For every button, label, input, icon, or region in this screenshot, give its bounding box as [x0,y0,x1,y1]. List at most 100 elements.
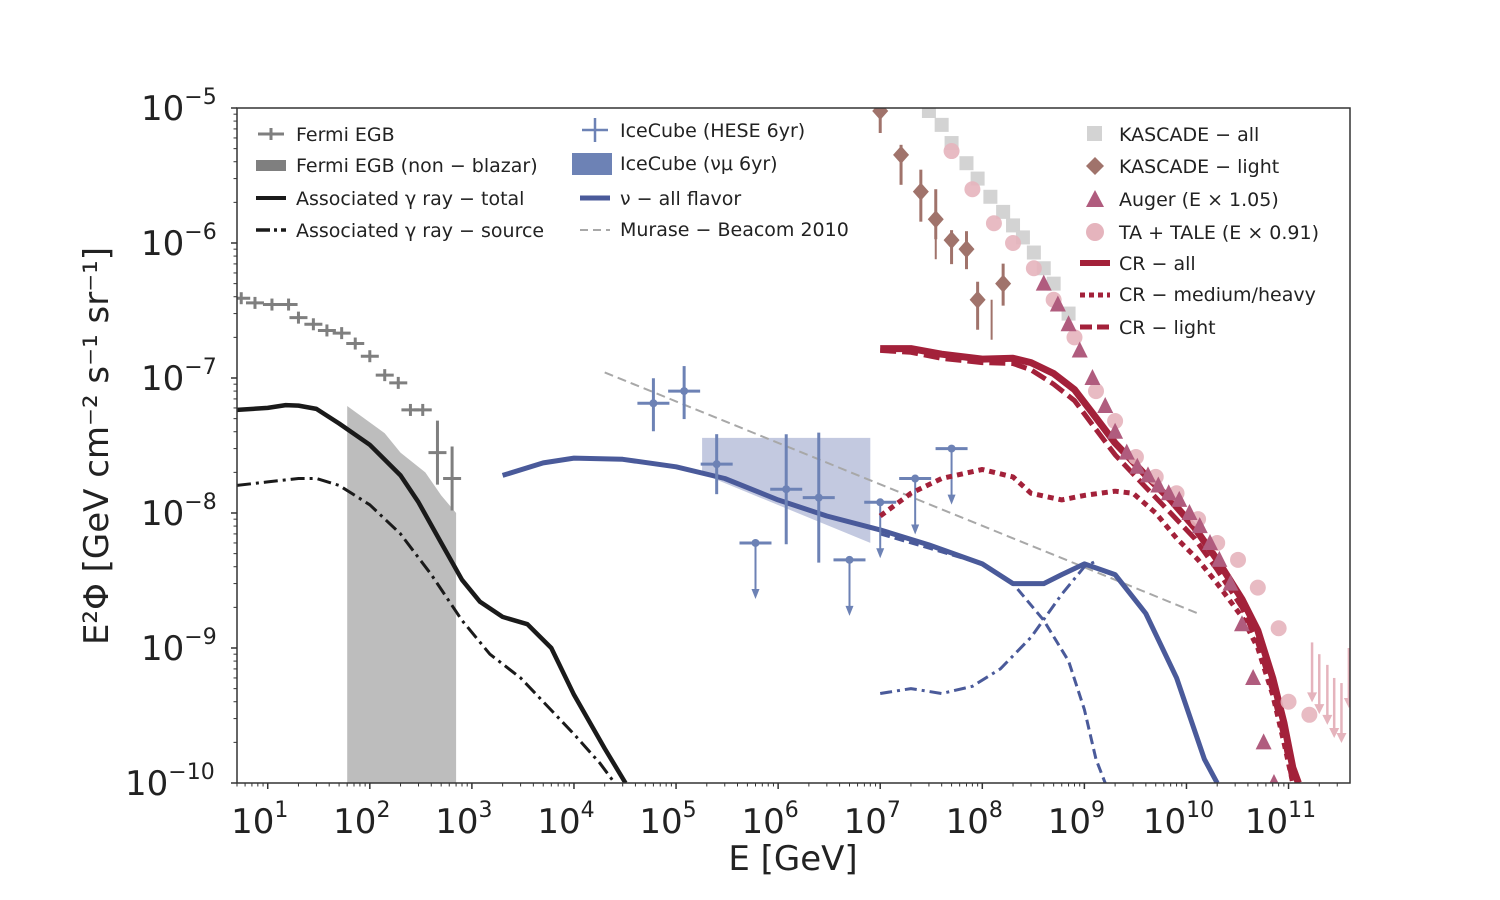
auger-marker [1049,295,1066,312]
kascade-light-marker [872,108,889,121]
legend-label: Auger (E × 1.05) [1119,189,1279,211]
ta-tale-marker [1107,413,1124,430]
ta-upper-limit [1336,683,1347,744]
x-tick-exponent: 2 [376,798,390,823]
ta-tale-marker [1301,706,1318,723]
ta-upper-limit [1322,664,1333,725]
kascade-light-marker [995,274,1012,293]
legend-kascade-light-swatch [1086,157,1104,175]
icecube-hese-point [899,474,932,535]
gamma-source-line [237,477,616,783]
kascade-all-marker [959,156,974,171]
kascade-light-point [969,281,993,340]
fermi-egb-point [375,369,394,382]
fermi-egb-point [279,298,298,311]
x-tick-exponent: 5 [683,798,697,823]
kascade-light-point [958,231,975,270]
icecube-hese-point [833,555,866,616]
ta-tale-marker [1249,579,1266,596]
neutrino-source-line [879,559,1097,695]
legend-label: KASCADE − all [1119,124,1259,146]
auger-marker [1255,733,1272,750]
fermi-egb-point [262,298,281,311]
x-tick-exponent: 11 [1288,798,1316,823]
cr-light-line [880,347,1296,783]
icecube-marker [911,474,920,483]
auger-marker [1269,774,1279,783]
icecube-marker [814,493,823,502]
ta-ul-arrow [1329,727,1340,738]
icecube-ul-arrow [876,548,885,559]
auger-marker [1171,490,1188,507]
y-axis-label: E²Φ [GeV cm⁻² s⁻¹ sr⁻¹] [77,247,117,645]
x-tick-exponent: 1 [274,798,288,823]
legend-label: CR − medium/heavy [1119,284,1316,306]
kascade-light-point [943,230,960,265]
fermi-egb-point [428,420,447,485]
x-tick-label: 106 [742,798,799,842]
icecube-ul-arrow [845,605,854,616]
auger-marker [1118,443,1135,460]
ta-tale-marker [1005,235,1022,251]
ta-upper-limit [1343,648,1350,708]
fermi-egb-point [332,327,351,340]
legend-label: CR − all [1119,253,1196,275]
auger-marker [1107,422,1124,439]
auger-marker [1140,466,1157,483]
legend-label: Fermi EGB (non − blazar) [296,155,538,177]
fermi-egb-point [317,324,336,337]
kascade-light-point [927,189,944,260]
ta-upper-limit [1314,654,1325,715]
legend-label: Associated γ ray − total [296,188,524,210]
legend-label: Associated γ ray − source [296,220,544,242]
ta-ul-arrow [1336,733,1347,744]
icecube-marker [712,460,721,469]
ta-ul-arrow [1307,692,1318,703]
plot-area [237,108,1350,783]
auger-marker [1201,533,1218,550]
icecube-ul-arrow [947,494,956,505]
neutrino-all-flavor-line [501,455,1220,783]
auger-marker [1211,550,1228,567]
legend-fermi-egb [258,128,284,140]
murase-beacom-line [604,371,1199,615]
ta-tale-marker [1088,383,1105,400]
gamma-total-line [237,402,628,783]
kascade-all-marker [983,189,998,204]
kascade-light-marker [969,290,986,309]
auger-marker [1233,615,1250,632]
icecube-ul-arrow [751,588,760,599]
axes-frame [236,107,1351,784]
icecube-hese-point [864,498,897,559]
legend: Fermi EGB Fermi EGB (non − blazar) Associa… [256,118,1319,339]
legend-label: KASCADE − light [1119,156,1279,178]
auger-marker [1060,315,1077,332]
y-tick-exponent: −7 [184,355,216,380]
auger-marker [1191,517,1208,534]
y-tick-exponent: −6 [184,220,216,245]
ta-ul-arrow [1343,698,1350,708]
auger-marker [1181,504,1198,520]
icecube-marker [947,444,956,453]
y-tick-label: 10−6 [141,220,217,264]
x-tick-exponent: 6 [785,798,799,823]
auger-marker [1071,341,1088,358]
auger-marker [1129,457,1146,474]
kascade-all-marker [996,204,1011,219]
legend-auger-swatch [1086,190,1104,207]
auger-marker [1084,369,1101,385]
x-tick-exponent: 10 [1186,798,1214,823]
auger-marker [1035,274,1052,291]
kascade-light-marker [893,145,910,164]
x-tick-exponent: 7 [887,798,901,823]
x-tick-exponent: 8 [989,798,1003,823]
kascade-light-marker [943,231,960,250]
ta-tale-marker [1280,693,1297,710]
legend-label: CR − light [1119,317,1216,339]
fermi-egb-point [304,318,323,331]
kascade-light-point [872,108,889,134]
fermi-egb-point [389,376,408,389]
y-tick-exponent: −9 [184,625,216,650]
kascade-all-marker [1026,245,1041,260]
